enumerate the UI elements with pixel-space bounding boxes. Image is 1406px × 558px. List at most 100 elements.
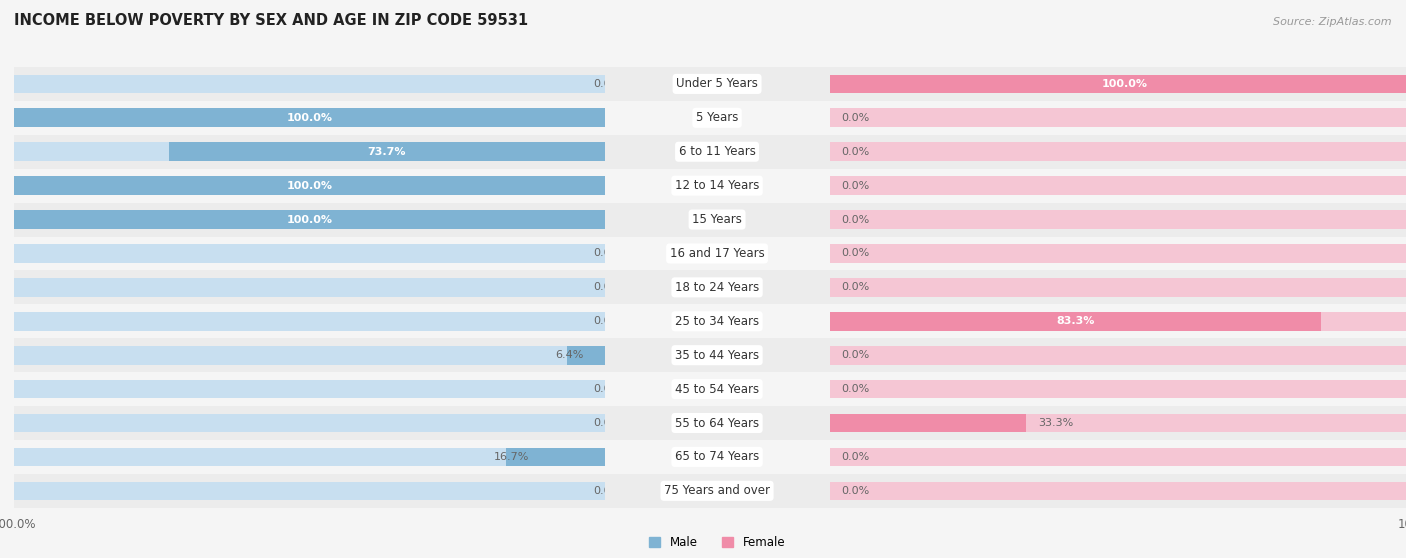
Text: 65 to 74 Years: 65 to 74 Years — [675, 450, 759, 463]
Bar — [0, 474, 1406, 508]
Text: 100.0%: 100.0% — [287, 113, 332, 123]
Bar — [830, 312, 1406, 330]
Bar — [0, 237, 1406, 271]
Bar — [830, 142, 1406, 161]
Bar — [0, 271, 1406, 304]
Bar — [506, 448, 605, 466]
Bar — [830, 210, 1406, 229]
Text: 0.0%: 0.0% — [841, 486, 869, 496]
Bar — [0, 101, 1406, 135]
Bar — [0, 474, 1406, 508]
Text: 100.0%: 100.0% — [1102, 79, 1147, 89]
Bar — [14, 380, 605, 398]
Bar — [0, 237, 1406, 271]
Bar — [0, 338, 1406, 372]
Text: 35 to 44 Years: 35 to 44 Years — [675, 349, 759, 362]
Bar — [0, 101, 1406, 135]
Bar — [0, 101, 1406, 135]
Bar — [0, 67, 1406, 101]
Text: 0.0%: 0.0% — [841, 215, 869, 224]
Bar — [0, 135, 1406, 169]
Text: 15 Years: 15 Years — [692, 213, 742, 226]
Bar — [0, 169, 1406, 203]
Bar — [0, 67, 1406, 101]
Bar — [0, 372, 1406, 406]
Bar — [830, 176, 1406, 195]
Bar — [0, 203, 1406, 237]
Bar — [0, 271, 1406, 304]
Bar — [830, 75, 1406, 93]
Bar — [14, 482, 605, 500]
Bar — [0, 304, 1406, 338]
Bar — [14, 278, 605, 297]
Bar — [0, 304, 1406, 338]
Text: 0.0%: 0.0% — [841, 181, 869, 191]
Bar — [0, 440, 1406, 474]
Bar — [567, 346, 605, 364]
Text: 0.0%: 0.0% — [593, 282, 621, 292]
Text: 33.3%: 33.3% — [1038, 418, 1073, 428]
Bar — [0, 406, 1406, 440]
Bar — [14, 210, 605, 229]
Bar — [14, 108, 605, 127]
Bar — [0, 67, 1406, 101]
Bar — [830, 108, 1406, 127]
Bar — [830, 75, 1406, 93]
Bar — [0, 406, 1406, 440]
Text: 12 to 14 Years: 12 to 14 Years — [675, 179, 759, 192]
Text: 0.0%: 0.0% — [841, 113, 869, 123]
Bar — [14, 210, 605, 229]
Bar — [0, 440, 1406, 474]
Bar — [830, 244, 1406, 263]
Text: 0.0%: 0.0% — [593, 316, 621, 326]
Text: 0.0%: 0.0% — [593, 384, 621, 394]
Bar — [0, 304, 1406, 338]
Text: 0.0%: 0.0% — [593, 248, 621, 258]
Bar — [830, 482, 1406, 500]
Text: 75 Years and over: 75 Years and over — [664, 484, 770, 497]
Text: 45 to 54 Years: 45 to 54 Years — [675, 383, 759, 396]
Text: 0.0%: 0.0% — [841, 147, 869, 157]
Bar — [0, 135, 1406, 169]
Bar — [830, 413, 1026, 432]
Bar — [830, 380, 1406, 398]
Text: INCOME BELOW POVERTY BY SEX AND AGE IN ZIP CODE 59531: INCOME BELOW POVERTY BY SEX AND AGE IN Z… — [14, 13, 529, 28]
Bar — [0, 203, 1406, 237]
Text: 0.0%: 0.0% — [593, 486, 621, 496]
Legend: Male, Female: Male, Female — [644, 531, 790, 554]
Bar — [14, 312, 605, 330]
Text: 0.0%: 0.0% — [841, 282, 869, 292]
Bar — [0, 474, 1406, 508]
Text: 0.0%: 0.0% — [593, 418, 621, 428]
Text: 0.0%: 0.0% — [841, 350, 869, 360]
Text: 0.0%: 0.0% — [841, 384, 869, 394]
Bar — [14, 108, 605, 127]
Bar — [830, 448, 1406, 466]
Text: 25 to 34 Years: 25 to 34 Years — [675, 315, 759, 328]
Text: 16 and 17 Years: 16 and 17 Years — [669, 247, 765, 260]
Text: 5 Years: 5 Years — [696, 112, 738, 124]
Bar — [0, 237, 1406, 271]
Bar — [0, 338, 1406, 372]
Text: 6.4%: 6.4% — [555, 350, 583, 360]
Bar — [830, 413, 1406, 432]
Text: Under 5 Years: Under 5 Years — [676, 78, 758, 90]
Text: 0.0%: 0.0% — [841, 248, 869, 258]
Bar — [0, 169, 1406, 203]
Bar — [0, 406, 1406, 440]
Text: 100.0%: 100.0% — [287, 215, 332, 224]
Bar — [0, 338, 1406, 372]
Text: Source: ZipAtlas.com: Source: ZipAtlas.com — [1274, 17, 1392, 27]
Bar — [0, 372, 1406, 406]
Text: 55 to 64 Years: 55 to 64 Years — [675, 416, 759, 430]
Bar — [14, 448, 605, 466]
Bar — [0, 271, 1406, 304]
Bar — [14, 413, 605, 432]
Bar — [0, 372, 1406, 406]
Text: 73.7%: 73.7% — [368, 147, 406, 157]
Bar — [0, 440, 1406, 474]
Text: 0.0%: 0.0% — [593, 79, 621, 89]
Text: 18 to 24 Years: 18 to 24 Years — [675, 281, 759, 294]
Bar — [169, 142, 605, 161]
Text: 100.0%: 100.0% — [287, 181, 332, 191]
